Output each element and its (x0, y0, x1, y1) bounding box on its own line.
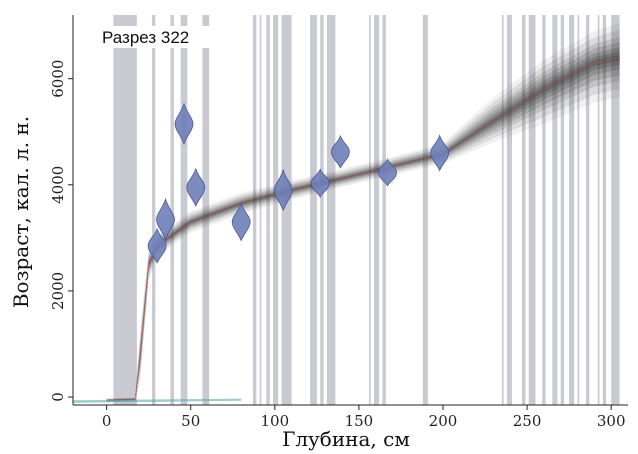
x-tick-labels: 0 50 100 150 200 250 300 (102, 412, 626, 430)
hiatus-band (374, 15, 380, 405)
hiatus-bands (113, 15, 620, 405)
date-distribution (156, 197, 175, 241)
x-tick-label: 150 (345, 412, 374, 430)
chart-title-box: Разрез 322 (98, 26, 222, 48)
date-distribution (147, 227, 167, 264)
date-distribution (331, 134, 350, 169)
y-tick-label: 6000 (49, 60, 67, 98)
x-tick-label: 300 (597, 412, 626, 430)
hiatus-band (522, 15, 526, 405)
model-envelope-layer (106, 36, 620, 402)
hiatus-band (542, 15, 546, 405)
surface-date (73, 398, 242, 403)
surface-date-wedge (73, 398, 242, 403)
hiatus-band (597, 15, 600, 405)
hiatus-band (422, 15, 428, 405)
hiatus-band (113, 15, 137, 405)
date-distribution (231, 202, 251, 242)
x-tick-label: 50 (181, 412, 200, 430)
hiatus-band (569, 15, 575, 405)
date-distribution (174, 102, 194, 146)
model-envelope-layer (106, 47, 620, 401)
x-tick-label: 250 (513, 412, 542, 430)
model-envelope-layer (106, 23, 620, 403)
y-tick-label: 0 (49, 392, 67, 402)
y-tick-label: 2000 (49, 272, 67, 310)
hiatus-band (326, 15, 336, 405)
y-axis-label: Возраст, кал. л. н. (9, 116, 33, 308)
hiatus-band (611, 15, 620, 405)
hiatus-band (170, 15, 174, 405)
date-distribution (430, 134, 450, 172)
model-envelope-layer (106, 41, 620, 402)
calibrated-dates (147, 102, 450, 264)
hiatus-band (585, 15, 590, 405)
hiatus-band (259, 15, 262, 405)
chart-title: Разрез 322 (102, 28, 189, 47)
hiatus-band (506, 15, 512, 405)
hiatus-band (320, 15, 324, 405)
x-axis-label: Глубина, см (282, 427, 410, 451)
hiatus-band (602, 15, 607, 405)
hiatus-band (281, 15, 292, 405)
age-model-envelope (106, 23, 620, 403)
hiatus-band (560, 15, 565, 405)
x-tick-label: 200 (429, 412, 458, 430)
hiatus-band (552, 15, 558, 405)
hiatus-band (202, 15, 210, 405)
x-tick-label: 100 (260, 412, 289, 430)
date-distribution (186, 167, 206, 208)
hiatus-band (528, 15, 536, 405)
hiatus-band (180, 15, 188, 405)
y-tick-label: 4000 (49, 166, 67, 204)
hiatus-band (252, 15, 257, 405)
hiatus-band (152, 15, 156, 405)
axes (68, 15, 628, 410)
date-distribution (273, 168, 293, 212)
date-distribution (310, 168, 330, 198)
hiatus-band (266, 15, 270, 405)
x-tick-label: 0 (102, 412, 112, 430)
hiatus-band (501, 15, 504, 405)
hiatus-band (369, 15, 371, 405)
hiatus-band (382, 15, 386, 405)
y-tick-labels: 0 2000 4000 6000 (49, 60, 67, 402)
date-distribution (378, 158, 397, 187)
hiatus-band (273, 15, 279, 405)
hiatus-band (577, 15, 580, 405)
hiatus-band (310, 15, 317, 405)
